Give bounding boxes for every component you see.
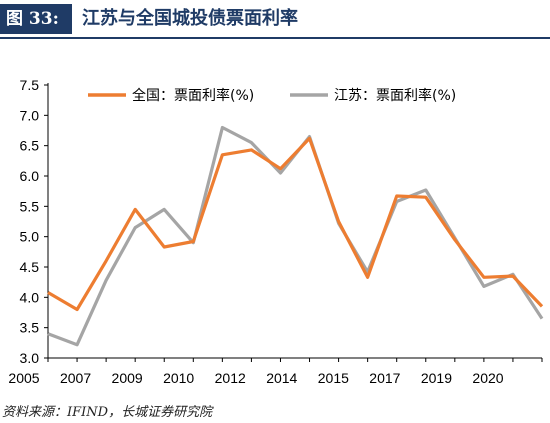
figure-title: 江苏与全国城投债票面利率 <box>82 8 298 29</box>
chart-axes: 3.0 3.5 4.0 4.5 5.0 5.5 6.0 6.5 7.0 7.5 2005 2007 20… <box>8 77 543 386</box>
x-tick-label: 2019 <box>421 370 452 386</box>
x-tick-label: 2020 <box>472 370 503 386</box>
y-tick-label: 6.5 <box>20 138 40 154</box>
y-tick-label: 3.5 <box>20 320 40 336</box>
source-note: 资料来源：IFIND，长城证券研究院 <box>2 405 213 420</box>
y-tick-label: 5.5 <box>20 198 40 214</box>
y-tick-label: 7.0 <box>20 107 40 123</box>
y-tick-label: 5.0 <box>20 229 40 245</box>
figure-header: 图 33: 江苏与全国城投债票面利率 <box>0 0 550 39</box>
x-tick-label: 2015 <box>318 370 349 386</box>
chart-plot-area <box>47 125 544 347</box>
x-tick-label: 2007 <box>60 370 91 386</box>
x-tick-label: 2012 <box>215 370 246 386</box>
x-tick-label: 2009 <box>112 370 143 386</box>
figure-label: 图 33: <box>0 4 72 34</box>
x-tick-label: 2017 <box>369 370 400 386</box>
legend-label-national: 全国：票面利率(%) <box>132 87 254 104</box>
series-line-jiangsu <box>47 125 544 347</box>
x-tick-label: 2010 <box>163 370 194 386</box>
y-tick-label: 4.0 <box>20 289 40 305</box>
y-tick-label: 4.5 <box>20 259 40 275</box>
y-tick-label: 6.0 <box>20 168 40 184</box>
x-tick-label: 2005 <box>8 370 39 386</box>
legend-label-jiangsu: 江苏：票面利率(%) <box>334 87 456 104</box>
y-tick-label: 7.5 <box>20 77 40 93</box>
y-tick-label: 3.0 <box>20 350 40 366</box>
series-line-national <box>47 136 544 312</box>
header-rule <box>0 37 550 39</box>
line-chart: 全国：票面利率(%) 江苏：票面利率(%) 3.0 3.5 4.0 4.5 5.0 5.5 6… <box>8 77 544 386</box>
chart-legend: 全国：票面利率(%) 江苏：票面利率(%) <box>88 87 456 104</box>
x-tick-label: 2014 <box>266 370 297 386</box>
